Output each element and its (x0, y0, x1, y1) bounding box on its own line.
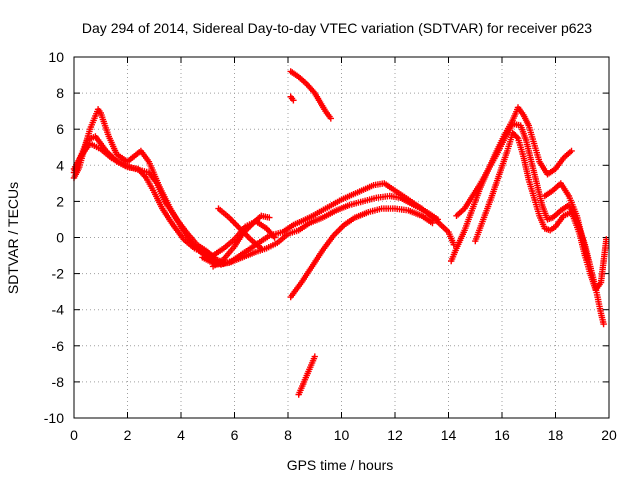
data-point (311, 353, 318, 360)
data-marks (70, 68, 610, 398)
x-tick-label: 14 (441, 427, 457, 443)
x-axis-label: GPS time / hours (287, 457, 394, 473)
data-point (290, 97, 297, 104)
y-tick-label: -10 (44, 410, 64, 426)
series-track-f (215, 205, 265, 252)
data-point (584, 256, 591, 263)
x-tick-label: 20 (601, 427, 617, 443)
data-point (434, 216, 441, 223)
x-tick-label: 10 (334, 427, 350, 443)
y-tick-label: 10 (48, 49, 64, 65)
y-tick-label: 2 (56, 193, 64, 209)
y-tick-label: -8 (52, 374, 65, 390)
x-tick-label: 16 (494, 427, 510, 443)
data-point (258, 245, 265, 252)
y-tick-label: 0 (56, 230, 64, 246)
series-track-e (209, 212, 273, 270)
y-tick-label: 6 (56, 121, 64, 137)
y-tick-label: -4 (52, 302, 65, 318)
x-tick-label: 8 (284, 427, 292, 443)
x-tick-label: 18 (548, 427, 564, 443)
series-track-j (295, 353, 318, 398)
data-point (600, 320, 607, 328)
data-point (429, 219, 436, 227)
x-tick-label: 12 (387, 427, 403, 443)
data-point (513, 133, 520, 141)
grid-lines (74, 57, 609, 418)
data-point (568, 147, 575, 155)
chart-title: Day 294 of 2014, Sidereal Day-to-day VTE… (82, 20, 592, 36)
series-track-h (287, 68, 334, 122)
tick-labels: 0 2 4 6 8 10 12 14 16 18 20 -10 -8 -6 -4 -2 0 2 4 6 8 10 (44, 49, 617, 443)
series-track-c (70, 106, 457, 268)
series-track-i (287, 93, 297, 104)
x-tick-label: 4 (177, 427, 185, 443)
x-tick-label: 2 (124, 427, 132, 443)
series-track-n (541, 180, 591, 263)
axis-ticks (73, 56, 610, 419)
data-point (603, 236, 610, 243)
data-point (327, 115, 334, 122)
y-tick-label: -6 (52, 338, 65, 354)
x-tick-label: 6 (231, 427, 239, 443)
y-tick-label: 4 (56, 157, 64, 173)
y-axis-label: SDTVAR / TECUs (5, 182, 21, 294)
plot-frame (73, 56, 610, 419)
x-tick-label: 0 (70, 427, 78, 443)
y-tick-label: -2 (52, 266, 65, 282)
series-track-m (472, 129, 610, 293)
series-track-g (287, 205, 436, 301)
data-point (266, 214, 273, 221)
y-tick-label: 8 (56, 85, 64, 101)
